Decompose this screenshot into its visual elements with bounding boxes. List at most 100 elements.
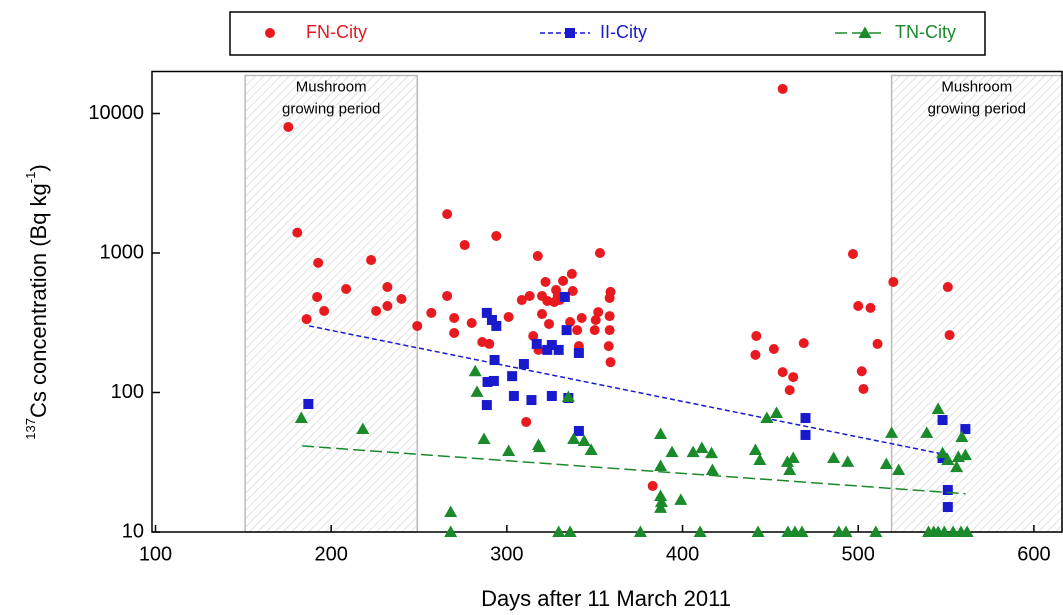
data-point	[780, 455, 794, 467]
data-point	[531, 338, 542, 349]
data-point	[491, 230, 502, 241]
y-title-text: Cs concentration (Bq kg	[26, 183, 51, 418]
x-tick-label: 600	[1017, 543, 1050, 565]
data-point	[960, 525, 974, 537]
data-point	[800, 413, 811, 424]
data-point	[589, 325, 600, 336]
data-point	[449, 313, 460, 324]
data-point	[521, 416, 532, 427]
data-point	[856, 366, 867, 377]
data-point	[303, 399, 314, 410]
data-point	[800, 429, 811, 440]
region-label: growing period	[928, 100, 1026, 117]
data-point	[942, 282, 953, 293]
data-point	[319, 305, 330, 316]
data-point	[442, 209, 453, 220]
data-point	[768, 344, 779, 355]
data-point	[686, 445, 700, 458]
data-point	[341, 283, 352, 294]
x-tick-label: 300	[490, 543, 523, 565]
data-point	[748, 443, 762, 456]
data-point	[777, 83, 788, 94]
data-point	[937, 525, 951, 537]
data-point	[426, 307, 437, 318]
x-tick-label: 400	[666, 543, 699, 565]
data-point	[931, 402, 945, 414]
data-point	[466, 317, 477, 328]
data-point	[481, 307, 492, 318]
data-point	[313, 257, 324, 268]
data-point	[470, 385, 484, 397]
data-point	[695, 441, 709, 454]
data-point	[561, 325, 572, 336]
shaded-region	[890, 74, 1063, 533]
data-point	[654, 489, 668, 502]
y-title-end: )	[26, 164, 51, 171]
data-point	[647, 480, 658, 491]
data-point	[382, 300, 393, 311]
trend-line	[302, 445, 966, 495]
data-point	[507, 371, 518, 382]
data-point	[526, 395, 537, 406]
legend-marker	[265, 28, 275, 38]
data-point	[786, 451, 800, 464]
data-point	[528, 331, 539, 342]
data-point	[879, 457, 893, 470]
data-point	[654, 459, 668, 472]
data-point	[604, 311, 615, 322]
y-tick-label: 1000	[100, 241, 145, 263]
data-point	[567, 432, 581, 445]
data-point	[593, 307, 604, 318]
data-point	[751, 525, 765, 537]
data-point	[524, 290, 535, 301]
data-point	[865, 302, 876, 313]
data-point	[366, 255, 377, 266]
y-tick-label: 10	[122, 520, 144, 542]
data-point	[944, 330, 955, 341]
data-point	[936, 446, 950, 459]
data-point	[750, 349, 761, 360]
data-point	[566, 268, 577, 279]
data-point	[693, 525, 707, 537]
data-point	[371, 305, 382, 316]
data-point	[502, 444, 516, 456]
y-title-sup: 137	[23, 418, 38, 440]
data-point	[751, 331, 762, 342]
x-tick-label: 100	[139, 543, 172, 565]
data-point	[508, 390, 519, 401]
data-point	[633, 525, 647, 537]
data-point	[503, 311, 514, 322]
data-point	[839, 525, 853, 537]
data-point	[777, 367, 788, 378]
data-point	[356, 422, 370, 435]
data-point	[955, 430, 969, 442]
data-point	[853, 300, 864, 311]
data-point	[412, 320, 423, 331]
data-point	[567, 286, 578, 297]
data-point	[518, 359, 529, 370]
x-tick-label: 500	[842, 543, 875, 565]
legend-label: II-City	[600, 22, 647, 42]
data-point	[788, 372, 799, 383]
data-point	[795, 525, 809, 537]
y-axis-title: 137Cs concentration (Bq kg-1)	[23, 164, 50, 439]
data-point	[444, 505, 458, 518]
y-title-exp: -1	[23, 172, 38, 184]
data-point	[941, 453, 955, 466]
legend-label: TN-City	[895, 22, 956, 42]
data-point	[540, 276, 551, 287]
data-point	[674, 493, 688, 505]
data-point	[481, 400, 492, 411]
data-point	[942, 485, 953, 496]
data-point	[561, 390, 575, 402]
data-point	[885, 426, 899, 438]
trend-line	[309, 325, 948, 456]
data-point	[603, 341, 614, 352]
data-point	[477, 432, 491, 445]
data-point	[950, 460, 964, 473]
data-point	[892, 463, 906, 476]
data-point	[558, 275, 569, 286]
data-point	[604, 325, 615, 336]
data-point	[590, 314, 601, 325]
data-point	[544, 318, 555, 329]
